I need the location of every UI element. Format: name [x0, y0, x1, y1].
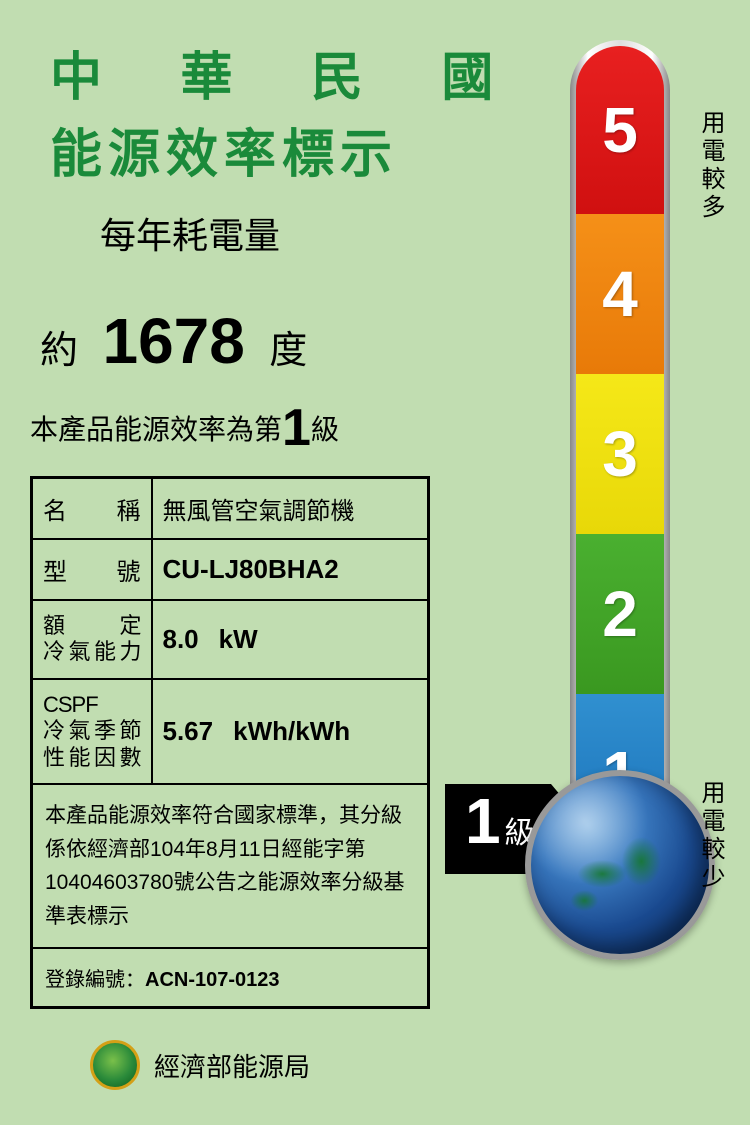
thermometer-bulb [525, 770, 715, 960]
agency-logo-icon [90, 1040, 140, 1090]
product-info-table: 名 稱 無風管空氣調節機 型 號 CU-LJ80BHA2 額 定 冷氣能力 8.… [30, 476, 430, 1009]
capacity-label: 額 定 冷氣能力 [32, 600, 152, 679]
model-label: 型 號 [32, 539, 152, 600]
thermometer: 54321 [565, 40, 675, 960]
row-name: 名 稱 無風管空氣調節機 [32, 478, 429, 540]
label-less-power: 用電較少 [693, 780, 728, 892]
segment-number: 5 [602, 93, 638, 167]
row-registration: 登錄編號：ACN-107-0123 [32, 948, 429, 1008]
name-value: 無風管空氣調節機 [152, 478, 429, 540]
row-note: 本產品能源效率符合國家標準，其分級係依經濟部104年8月11日經能字第10404… [32, 784, 429, 948]
row-capacity: 額 定 冷氣能力 8.0 kW [32, 600, 429, 679]
thermometer-segment-4: 4 [576, 214, 664, 374]
issuing-agency: 經濟部能源局 [90, 1040, 310, 1090]
segment-number: 3 [602, 417, 638, 491]
name-label: 名 稱 [32, 478, 152, 540]
capacity-cell: 8.0 kW [152, 600, 429, 679]
segment-number: 2 [602, 577, 638, 651]
arrow-grade-num: 1 [465, 784, 501, 858]
row-cspf: CSPF 冷氣季節 性能因數 5.67 kWh/kWh [32, 679, 429, 784]
compliance-note: 本產品能源效率符合國家標準，其分級係依經濟部104年8月11日經能字第10404… [32, 784, 429, 948]
row-model: 型 號 CU-LJ80BHA2 [32, 539, 429, 600]
thermometer-tube: 54321 [570, 40, 670, 860]
agency-name: 經濟部能源局 [154, 1047, 310, 1084]
model-value: CU-LJ80BHA2 [152, 539, 429, 600]
cspf-label: CSPF 冷氣季節 性能因數 [32, 679, 152, 784]
consumption-value: 1678 [102, 305, 244, 377]
registration-cell: 登錄編號：ACN-107-0123 [32, 948, 429, 1008]
consumption-unit: 度 [269, 330, 307, 372]
segment-number: 4 [602, 257, 638, 331]
thermometer-segment-5: 5 [576, 46, 664, 214]
label-more-power: 用電較多 [693, 110, 728, 222]
approx-label: 約 [40, 330, 78, 372]
grade-number: 1 [282, 399, 311, 457]
thermometer-segment-3: 3 [576, 374, 664, 534]
thermometer-segment-2: 2 [576, 534, 664, 694]
cspf-cell: 5.67 kWh/kWh [152, 679, 429, 784]
